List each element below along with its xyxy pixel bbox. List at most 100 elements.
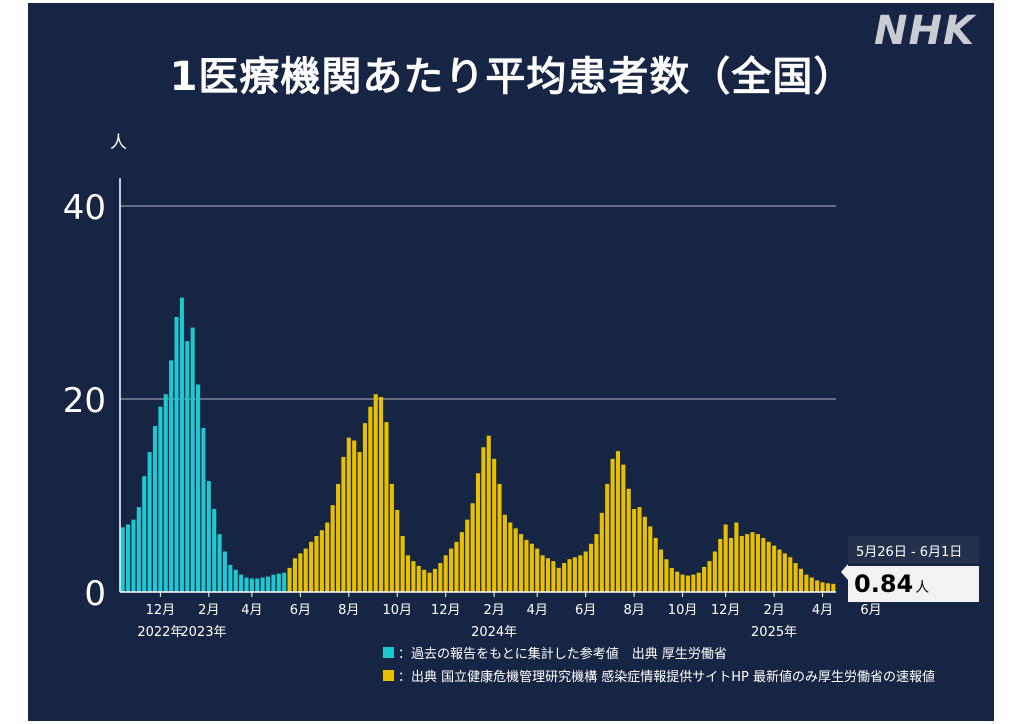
- chart-title: 1医療機関あたり平均患者数（全国）: [169, 54, 855, 100]
- bar: [734, 522, 739, 592]
- year-label: 2022年: [137, 625, 183, 640]
- bar: [228, 564, 233, 592]
- bar: [481, 447, 486, 592]
- bar: [610, 458, 615, 592]
- year-label: 2025年: [751, 625, 797, 640]
- bar: [443, 555, 448, 592]
- x-tick-label: 6月: [575, 603, 596, 618]
- bar: [244, 577, 249, 592]
- x-tick-label: 2月: [763, 603, 784, 618]
- bar: [303, 548, 308, 592]
- bar: [174, 316, 179, 592]
- bar: [798, 568, 804, 592]
- bar: [777, 549, 782, 592]
- bar: [804, 574, 809, 592]
- bar: [389, 483, 394, 592]
- legend-item-reference: ：過去の報告をもとに集計した参考値 出典 厚生労働省: [383, 641, 935, 664]
- bar: [432, 568, 437, 592]
- bar: [675, 571, 680, 592]
- bar: [196, 384, 201, 592]
- bar: [276, 573, 281, 592]
- bar: [761, 537, 766, 592]
- callout-value: 0.84: [854, 570, 914, 598]
- x-tick-label: 12月: [711, 603, 741, 618]
- bar: [411, 561, 416, 592]
- bar: [825, 583, 830, 592]
- bar: [653, 537, 658, 592]
- bar: [589, 543, 594, 592]
- bar: [712, 551, 717, 592]
- bar: [782, 553, 787, 592]
- bar: [492, 458, 497, 592]
- bar: [502, 514, 507, 592]
- bar: [249, 578, 254, 592]
- bar: [562, 563, 567, 592]
- bar: [470, 503, 475, 592]
- bar: [529, 543, 534, 592]
- bar: [486, 435, 491, 592]
- bar: [707, 561, 712, 592]
- legend-text-reference: ：過去の報告をもとに集計した参考値 出典 厚生労働省: [398, 647, 727, 662]
- bar: [497, 483, 502, 592]
- bar: [395, 509, 400, 592]
- bar: [185, 341, 190, 592]
- bar: [605, 483, 610, 592]
- bar: [723, 524, 728, 592]
- bar: [572, 557, 577, 592]
- callout-unit: 人: [915, 580, 930, 596]
- bar: [658, 549, 664, 592]
- bar: [728, 537, 734, 592]
- bar: [330, 505, 335, 592]
- bar: [745, 534, 750, 592]
- gridlines: [120, 205, 836, 400]
- bar: [545, 558, 551, 592]
- x-tick-label: 8月: [623, 603, 644, 618]
- bar: [685, 575, 691, 592]
- bar: [319, 530, 324, 592]
- x-tick-label: 2月: [198, 603, 219, 618]
- bar: [309, 541, 314, 592]
- x-tick-label: 10月: [382, 603, 412, 618]
- bar: [212, 509, 217, 592]
- bar: [239, 574, 244, 592]
- bar: [551, 561, 556, 592]
- bar: [292, 558, 298, 592]
- callout-value-box: 0.84 人: [848, 566, 979, 602]
- bar: [459, 532, 464, 592]
- bar: [815, 580, 820, 592]
- bar: [449, 548, 454, 592]
- bar: [540, 555, 545, 592]
- bar: [352, 440, 357, 592]
- bar: [163, 394, 168, 592]
- bar: [357, 452, 362, 592]
- bar: [298, 553, 303, 592]
- bar: [615, 451, 621, 592]
- legend-item-preliminary: ：出典 国立健康危機管理研究機構 感染症情報提供サイトHP 最新値のみ厚生労働省…: [383, 664, 935, 687]
- bar: [513, 528, 518, 592]
- bar: [126, 524, 131, 592]
- bar: [438, 563, 443, 592]
- bar: [346, 437, 351, 592]
- legend-text-preliminary: ：出典 国立健康危機管理研究機構 感染症情報提供サイトHP 最新値のみ厚生労働省…: [398, 670, 936, 685]
- x-tick-label: 12月: [146, 603, 176, 618]
- bar: [755, 534, 760, 592]
- bar: [702, 566, 707, 592]
- legend: ：過去の報告をもとに集計した参考値 出典 厚生労働省 ：出典 国立健康危機管理研…: [383, 641, 935, 687]
- bar: [809, 577, 814, 592]
- bar: [136, 507, 141, 592]
- bar: [475, 473, 481, 592]
- bar: [416, 565, 421, 592]
- bar: [379, 397, 384, 592]
- x-tick-label: 12月: [431, 603, 461, 618]
- bar: [567, 559, 572, 592]
- x-tick-label: 4月: [527, 603, 548, 618]
- bar: [788, 557, 793, 592]
- bar: [384, 422, 389, 592]
- y-tick-label: 20: [63, 381, 106, 421]
- bar: [147, 452, 152, 592]
- bar: [820, 582, 825, 592]
- bar: [599, 512, 604, 592]
- bar: [664, 559, 669, 592]
- bar: [373, 394, 378, 592]
